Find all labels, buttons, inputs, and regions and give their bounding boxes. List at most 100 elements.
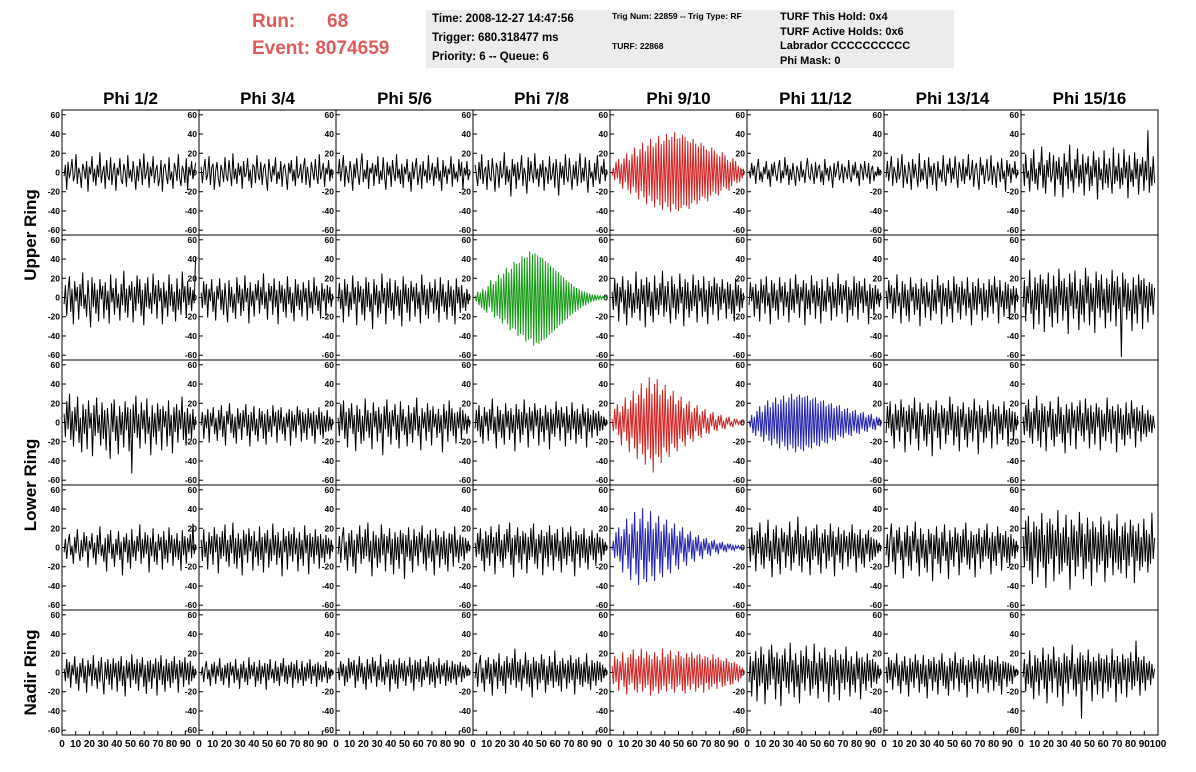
- y-tick-label: 40: [873, 129, 883, 139]
- waveform-trace: [200, 657, 334, 690]
- y-tick-label: 60: [325, 610, 335, 620]
- x-tick-label: 90: [1002, 739, 1014, 750]
- y-tick-label: -40: [322, 206, 335, 216]
- waveform-trace: [611, 508, 744, 586]
- y-tick-label: 20: [599, 648, 609, 658]
- ring-label: Lower Ring: [21, 439, 40, 532]
- y-tick-label: -40: [596, 206, 609, 216]
- x-tick-label: 20: [84, 739, 96, 750]
- y-tick-label: -20: [870, 562, 883, 572]
- waveform-trace: [474, 251, 607, 346]
- event-value: 8074659: [315, 38, 390, 59]
- y-tick-label: 60: [1010, 110, 1020, 120]
- y-tick-label: -40: [1007, 706, 1020, 716]
- y-tick-label: 0: [55, 168, 60, 178]
- x-tick-label: 0: [1018, 739, 1024, 750]
- y-tick-label: -60: [322, 475, 335, 485]
- x-tick-label: 0: [470, 739, 476, 750]
- y-tick-label: -40: [48, 456, 61, 466]
- x-tick-label: 90: [865, 739, 877, 750]
- y-tick-label: -20: [596, 687, 609, 697]
- y-tick-label: -40: [185, 581, 198, 591]
- y-tick-label: 60: [188, 610, 198, 620]
- y-tick-label: 0: [1014, 168, 1019, 178]
- y-tick-label: -40: [1007, 456, 1020, 466]
- panel-frame: [609, 484, 748, 611]
- x-tick-label: 10: [755, 739, 767, 750]
- y-tick-label: -60: [870, 225, 883, 235]
- waveform-trace: [748, 157, 882, 188]
- x-tick-label: 30: [920, 739, 932, 750]
- y-tick-label: 0: [466, 168, 471, 178]
- y-tick-label: 40: [736, 504, 746, 514]
- waveform-trace: [611, 377, 744, 473]
- x-tick-label: 90: [591, 739, 603, 750]
- x-tick-label: 80: [166, 739, 178, 750]
- y-tick-label: 40: [736, 254, 746, 264]
- y-tick-label: 60: [325, 360, 335, 370]
- y-tick-label: -20: [733, 187, 746, 197]
- waveform-trace: [63, 152, 197, 192]
- y-tick-label: -40: [870, 331, 883, 341]
- y-tick-label: 20: [51, 148, 61, 158]
- y-tick-label: -40: [322, 456, 335, 466]
- y-tick-label: 60: [599, 485, 609, 495]
- turf-text: TURF: 22868: [612, 41, 664, 51]
- y-tick-label: -20: [48, 312, 61, 322]
- y-tick-label: -60: [870, 475, 883, 485]
- y-tick-label: 40: [599, 379, 609, 389]
- y-tick-label: 60: [188, 360, 198, 370]
- turf-hold-text: TURF This Hold: 0x4: [780, 11, 888, 23]
- x-tick-label: 60: [961, 739, 973, 750]
- y-tick-label: 40: [188, 129, 198, 139]
- y-tick-label: -60: [733, 475, 746, 485]
- y-tick-label: -20: [322, 187, 335, 197]
- y-tick-label: -20: [185, 562, 198, 572]
- x-tick-label: 20: [1043, 739, 1055, 750]
- waveform-trace: [885, 521, 1019, 582]
- y-tick-label: -40: [185, 456, 198, 466]
- ring-label: Upper Ring: [21, 189, 40, 281]
- x-tick-label: 30: [783, 739, 795, 750]
- y-tick-label: -20: [733, 562, 746, 572]
- x-tick-label: 10: [481, 739, 493, 750]
- y-tick-label: 20: [599, 398, 609, 408]
- panel-frame: [609, 609, 748, 736]
- y-tick-label: -60: [596, 225, 609, 235]
- y-tick-label: 60: [462, 360, 472, 370]
- y-tick-label: 60: [188, 485, 198, 495]
- y-tick-label: 20: [873, 148, 883, 158]
- y-tick-label: -20: [870, 187, 883, 197]
- y-tick-label: 20: [736, 398, 746, 408]
- x-tick-label: 30: [1057, 739, 1069, 750]
- waveform-trace: [611, 648, 745, 696]
- x-tick-label: 50: [1084, 739, 1096, 750]
- x-tick-label: 60: [139, 739, 151, 750]
- y-tick-label: -60: [459, 350, 472, 360]
- waveform-trace: [63, 393, 197, 474]
- y-tick-label: -40: [48, 206, 61, 216]
- y-tick-label: 40: [1010, 254, 1020, 264]
- waveform-trace: [200, 273, 334, 325]
- column-title: Phi 15/16: [1053, 89, 1127, 108]
- column-title: Phi 11/12: [779, 89, 852, 108]
- y-tick-label: 20: [873, 398, 883, 408]
- x-tick-label: 40: [385, 739, 397, 750]
- time-info-box: Time: 2008-12-27 14:47:56 Trigger: 680.3…: [426, 10, 606, 68]
- y-tick-label: -60: [1007, 600, 1020, 610]
- y-tick-label: 60: [462, 610, 472, 620]
- x-tick-label: 0: [881, 739, 887, 750]
- y-tick-label: -60: [870, 350, 883, 360]
- panel-frame: [746, 359, 885, 486]
- waveform-trace: [200, 153, 334, 191]
- y-tick-label: 40: [325, 129, 335, 139]
- x-tick-label: 10: [207, 739, 219, 750]
- y-tick-label: -20: [1007, 187, 1020, 197]
- y-tick-label: -60: [48, 600, 61, 610]
- y-tick-label: 40: [599, 129, 609, 139]
- x-tick-label: 70: [426, 739, 438, 750]
- y-tick-label: -40: [733, 206, 746, 216]
- labrador-text: Labrador CCCCCCCCCC: [780, 40, 911, 52]
- y-tick-label: 60: [736, 235, 746, 245]
- waveform-trace: [200, 403, 334, 447]
